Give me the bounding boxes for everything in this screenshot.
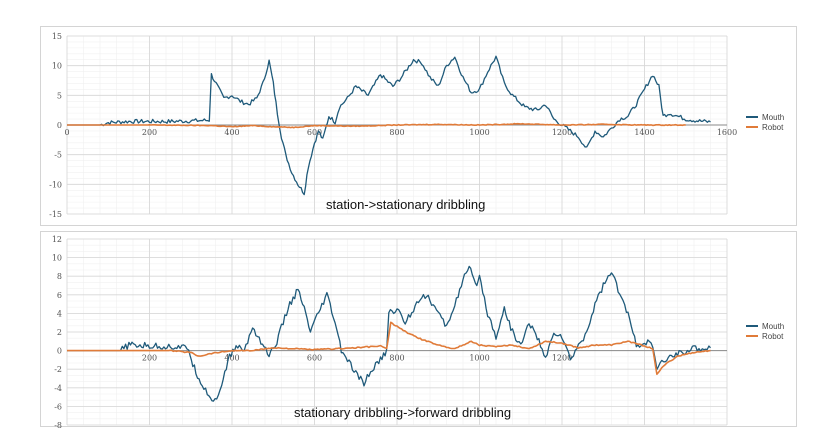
chart-2-y-tick-label: 4	[57, 309, 62, 318]
chart-1-x-tick-label: 800	[389, 128, 404, 137]
chart-1-y-tick-label: -15	[49, 210, 62, 219]
chart-2-y-tick-label: -6	[54, 402, 62, 411]
chart-2-series-robot	[67, 321, 711, 375]
chart-2-legend-label: Mouth	[762, 322, 784, 331]
chart-1-y-tick-label: 5	[57, 91, 62, 100]
chart-2-annotation: stationary dribbling->forward dribbling	[294, 405, 512, 420]
chart-1-y-tick-label: 10	[52, 62, 62, 71]
chart-2-y-tick-label: 6	[57, 291, 62, 300]
chart-panel-2: 12 10 8 6 4 2 0 -2 -4 -6 -8 200 400 600 800 1000 1200 Mou…	[40, 231, 797, 430]
chart-1-y-tick-label: -5	[54, 151, 62, 160]
chart-2-x-tick-label: 400	[224, 354, 239, 363]
chart-panel-1: 15 10 5 0 -5 -10 -15 0 200 400 600 800 1000 1200 1400 1…	[40, 26, 797, 226]
chart-1-x-tick-label: 200	[142, 128, 157, 137]
chart-1-series-robot	[67, 122, 686, 129]
chart-1-y-tick-label: 15	[52, 32, 62, 41]
chart-1-legend-label: Mouth	[762, 113, 784, 122]
chart-2-x-tick-label: 1000	[469, 354, 489, 363]
chart-2-y-tick-label: -2	[54, 365, 62, 374]
chart-2: 12 10 8 6 4 2 0 -2 -4 -6 -8 200 400 600 800 1000 1200 Mou…	[52, 235, 784, 430]
chart-2-y-tick-label: -4	[54, 384, 62, 393]
chart-1: 15 10 5 0 -5 -10 -15 0 200 400 600 800 1000 1200 1400 1…	[49, 32, 784, 219]
chart-1-x-tick-label: 1000	[469, 128, 489, 137]
chart-2-y-tick-label: 2	[57, 328, 62, 337]
chart-1-x-tick-label: 1200	[552, 128, 572, 137]
chart-1-x-tick-label: 1400	[634, 128, 654, 137]
chart-2-y-tick-label: 8	[57, 272, 62, 281]
chart-2-y-tick-label: 10	[52, 254, 62, 263]
chart-2-y-tick-label: 12	[52, 235, 62, 244]
chart-1-y-tick-label: 0	[57, 121, 62, 130]
chart-1-x-tick-label: 400	[224, 128, 239, 137]
chart-1-legend-label: Robot	[762, 123, 784, 132]
chart-1-x-tick-label: 600	[307, 128, 322, 137]
chart-2-x-tick-label: 1200	[552, 354, 572, 363]
chart-2-legend-label: Robot	[762, 332, 784, 341]
chart-2-x-tick-label: 200	[142, 354, 157, 363]
chart-2-y-tick-label: 0	[57, 347, 62, 356]
chart-2-x-tick-label: 600	[307, 354, 322, 363]
chart-1-annotation: station->stationary dribbling	[326, 197, 486, 212]
chart-1-y-tick-label: -10	[49, 180, 62, 189]
chart-1-series-mouth	[67, 55, 711, 196]
chart-1-x-tick-label: 1600	[717, 128, 737, 137]
chart-2-x-tick-label: 800	[389, 354, 404, 363]
chart-2-y-tick-label: -8	[54, 421, 62, 430]
chart-1-x-tick-label: 0	[64, 128, 69, 137]
